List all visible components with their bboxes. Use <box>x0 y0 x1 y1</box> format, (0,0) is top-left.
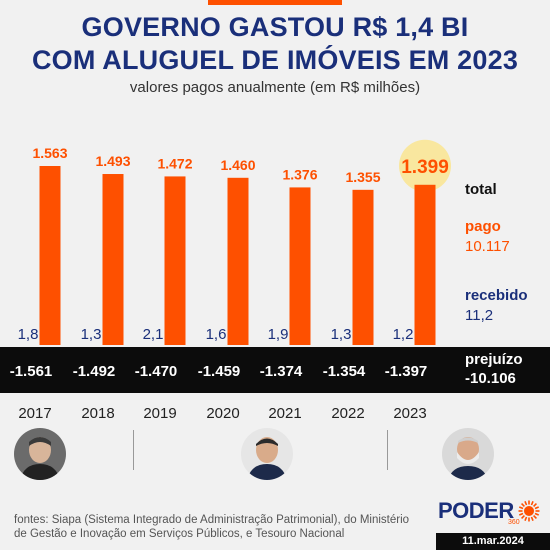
value-label-pago-2021: 1.376 <box>282 166 317 182</box>
x-tick-label-2021: 2021 <box>268 405 301 422</box>
value-label-pago-2019: 1.472 <box>157 155 192 171</box>
value-label-prejuizo-2017: -1.561 <box>10 363 53 380</box>
value-label-prejuizo-2021: -1.374 <box>260 363 303 380</box>
logo-text: PODER <box>438 498 514 523</box>
value-label-pago-2020: 1.460 <box>220 157 255 173</box>
sun-ray <box>534 512 540 516</box>
value-label-pago-2017: 1.563 <box>32 145 67 161</box>
value-label-prejuizo-2020: -1.459 <box>198 363 241 380</box>
legend-prejuizo-total: -10.106 <box>465 370 516 387</box>
value-label-prejuizo-2022: -1.354 <box>323 363 366 380</box>
sun-ray <box>530 516 534 522</box>
logo-sub-text: 360 <box>508 519 520 526</box>
sun-icon <box>518 500 540 522</box>
sun-ray <box>533 503 537 507</box>
prejuizo-band <box>0 347 550 393</box>
value-label-recebido-2017: 1,8 <box>18 326 39 343</box>
value-label-pago-2022: 1.355 <box>345 169 380 185</box>
bar-pago-2023 <box>414 184 436 345</box>
sun-ray <box>524 516 528 522</box>
value-label-prejuizo-2023: -1.397 <box>385 363 428 380</box>
value-label-prejuizo-2019: -1.470 <box>135 363 178 380</box>
bar-pago-2020 <box>227 177 249 345</box>
bar-pago-2019 <box>164 176 186 345</box>
chart-subtitle: valores pagos anualmente (em R$ milhões) <box>129 79 421 96</box>
legend-prejuizo: prejuízo <box>465 351 523 368</box>
legend-recebido-total: 11,2 <box>465 307 494 324</box>
bar-pago-2018 <box>102 174 124 345</box>
sun-ray <box>518 506 524 510</box>
legend-recebido: recebido <box>465 287 528 304</box>
term-divider-2 <box>387 430 388 470</box>
legend-total: total <box>465 181 497 198</box>
sun-ray <box>518 512 524 516</box>
value-label-recebido-2018: 1,3 <box>81 326 102 343</box>
portrait-2017-icon <box>14 428 66 480</box>
chart-title-line-2: COM ALUGUEL DE IMÓVEIS EM 2023 <box>31 45 519 75</box>
value-label-recebido-2021: 1,9 <box>268 326 289 343</box>
portrait-2019-2022-icon <box>241 428 293 480</box>
value-label-prejuizo-2018: -1.492 <box>73 363 116 380</box>
value-label-pago-2023: 1.399 <box>401 157 449 178</box>
value-label-recebido-2023: 1,2 <box>393 326 414 343</box>
source-note: fontes: Siapa (Sistema Integrado de Admi… <box>14 514 410 540</box>
x-tick-label-2019: 2019 <box>143 405 176 422</box>
bar-pago-2021 <box>289 187 311 345</box>
x-tick-label-2017: 2017 <box>18 405 51 422</box>
term-divider-1 <box>133 430 134 470</box>
sun-ray <box>534 506 540 510</box>
bar-pago-2022 <box>352 189 374 345</box>
legend-pago-total: 10.117 <box>465 238 510 255</box>
x-tick-label-2020: 2020 <box>206 405 239 422</box>
value-label-pago-2018: 1.493 <box>95 153 130 169</box>
value-label-recebido-2022: 1,3 <box>331 326 352 343</box>
x-tick-label-2018: 2018 <box>81 405 114 422</box>
sun-ray <box>521 503 525 507</box>
sun-ray <box>521 515 525 519</box>
value-label-recebido-2019: 2,1 <box>143 326 164 343</box>
chart-title-line-1: GOVERNO GASTOU R$ 1,4 BI <box>81 12 469 42</box>
x-tick-label-2022: 2022 <box>331 405 364 422</box>
bar-pago-2017 <box>39 166 61 345</box>
portrait-2023-icon <box>442 428 494 480</box>
value-label-recebido-2020: 1,6 <box>206 326 227 343</box>
top-accent-bar <box>208 0 342 5</box>
x-tick-label-2023: 2023 <box>393 405 426 422</box>
sun-ray <box>530 500 534 506</box>
sun-ray <box>533 515 537 519</box>
highlight-circle <box>399 139 451 192</box>
sun-ray <box>524 500 528 506</box>
publication-date: 11.mar.2024 <box>436 533 550 550</box>
legend-pago: pago <box>465 218 501 235</box>
poder360-logo: PODER 360 <box>438 498 540 528</box>
